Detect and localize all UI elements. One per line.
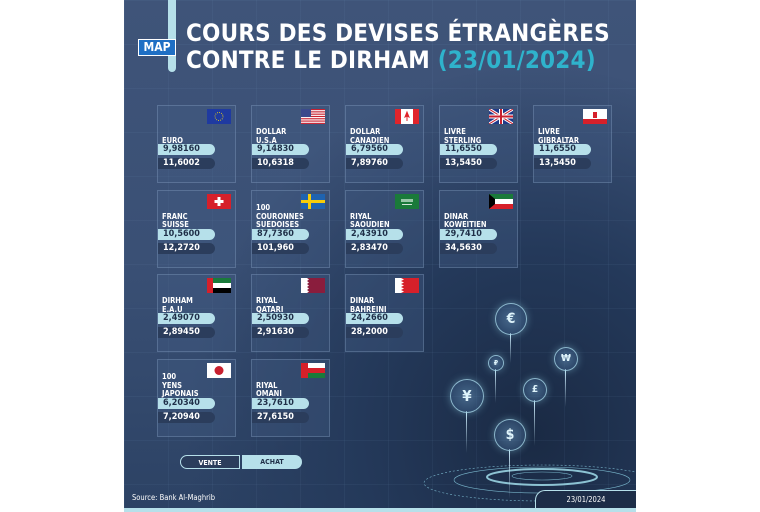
legend: VENTE ACHAT (180, 455, 302, 469)
flag-us-icon (301, 109, 325, 124)
achat-value: 10,6318 (252, 158, 309, 169)
legend-achat: ACHAT (242, 455, 302, 469)
currency-name: 100 COURONNES SUEDOISES (256, 203, 304, 229)
vente-value: 10,5600 (158, 228, 215, 240)
currency-card: EURO 9,98160 11,6002 (157, 105, 236, 183)
currency-name: EURO (162, 135, 184, 145)
currency-name: DOLLAR U.S.A (256, 127, 287, 145)
flag-gb-icon (489, 109, 513, 124)
currency-card: DOLLAR CANADIEN 6,79560 7,89760 (345, 105, 424, 183)
flag-eu-icon (207, 109, 231, 124)
currency-card: 100 COURONNES SUEDOISES 87,7360 101,960 (251, 189, 330, 268)
flag-gi-icon (583, 109, 607, 124)
background-grid (124, 0, 636, 512)
achat-value: 2,89450 (158, 327, 215, 338)
source-text: Source: Bank Al-Maghrib (132, 493, 216, 502)
currency-card: RIYAL SAOUDIEN 2,43910 2,83470 (345, 189, 424, 268)
currency-name: RIYAL QATARI (256, 296, 284, 314)
currency-name: DINAR KOWEITIEN (444, 211, 487, 229)
vente-value: 9,14830 (252, 144, 309, 155)
vente-value: 11,6550 (534, 144, 591, 155)
currency-card: DINAR KOWEITIEN 29,7410 34,5630 (439, 189, 518, 268)
currency-name: LIVRE GIBRALTAR (538, 127, 580, 145)
currency-card: 100 YENS JAPONAIS 6,20340 7,20940 (157, 358, 236, 437)
currency-decoration (423, 464, 636, 502)
euro-coin-icon: € (495, 303, 527, 335)
currency-card: RIYAL OMANI 23,7610 27,6150 (251, 358, 330, 437)
legend-vente: VENTE (180, 455, 240, 469)
ruble-coin-icon: ₽ (488, 355, 504, 371)
currency-card: DIRHAM E.A.U 2,49070 2,89450 (157, 274, 236, 352)
currency-name: LIVRE STERLING (444, 127, 482, 145)
achat-value: 2,91630 (252, 327, 309, 338)
currency-card: LIVRE GIBRALTAR 11,6550 13,5450 (533, 105, 612, 183)
coin-stem (495, 369, 496, 403)
achat-value: 101,960 (252, 242, 309, 254)
infographic: MAP COURS DES DEVISES ÉTRANGÈRES CONTRE … (124, 0, 636, 512)
achat-value: 7,20940 (158, 411, 215, 423)
vente-value: 24,2660 (346, 313, 403, 324)
pound-coin-icon: £ (523, 378, 547, 402)
achat-value: 28,2000 (346, 327, 403, 338)
achat-value: 2,83470 (346, 242, 403, 254)
vente-value: 6,79560 (346, 144, 403, 155)
coin-stem (466, 411, 467, 453)
vente-value: 29,7410 (440, 228, 497, 240)
currency-name: DINAR BAHREINI (350, 296, 387, 314)
title-line-2: CONTRE LE DIRHAM (186, 46, 430, 74)
won-coin-icon: ₩ (554, 347, 578, 371)
achat-value: 11,6002 (158, 158, 215, 169)
currency-name: DOLLAR CANADIEN (350, 127, 390, 145)
dollar-coin-icon: $ (494, 419, 526, 451)
currency-card: DOLLAR U.S.A 9,14830 10,6318 (251, 105, 330, 183)
vente-value: 2,43910 (346, 228, 403, 240)
title-date: (23/01/2024) (437, 46, 596, 74)
vente-value: 23,7610 (252, 397, 309, 409)
currency-card: RIYAL QATARI 2,50930 2,91630 (251, 274, 330, 352)
accent-bar (168, 0, 176, 72)
bottom-bar (124, 508, 636, 512)
flag-ae-icon (207, 278, 231, 293)
achat-value: 12,2720 (158, 242, 215, 254)
achat-value: 13,5450 (534, 158, 591, 169)
flag-kw-icon (489, 193, 513, 209)
currency-card: LIVRE STERLING 11,6550 13,5450 (439, 105, 518, 183)
footer-date: 23/01/2024 (535, 490, 636, 509)
flag-om-icon (301, 362, 325, 378)
achat-value: 34,5630 (440, 242, 497, 254)
coin-stem (509, 449, 510, 499)
title-line-1: COURS DES DEVISES ÉTRANGÈRES (186, 19, 610, 47)
flag-sa-icon (395, 193, 419, 209)
achat-value: 13,5450 (440, 158, 497, 169)
vente-value: 87,7360 (252, 228, 309, 240)
currency-card: FRANC SUISSE 10,5600 12,2720 (157, 189, 236, 268)
coin-stem (534, 400, 535, 446)
coin-stem (565, 369, 566, 407)
vente-value: 9,98160 (158, 144, 215, 155)
yen-coin-icon: ¥ (450, 379, 484, 413)
currency-card: DINAR BAHREINI 24,2660 28,2000 (345, 274, 424, 352)
vente-value: 11,6550 (440, 144, 497, 155)
vente-value: 6,20340 (158, 397, 215, 409)
platform-ring-core (511, 471, 573, 481)
flag-bh-icon (395, 278, 419, 293)
achat-value: 27,6150 (252, 411, 309, 423)
flag-jp-icon (207, 362, 231, 378)
currency-name: 100 YENS JAPONAIS (162, 372, 199, 398)
flag-qa-icon (301, 278, 325, 293)
flag-ca-icon (395, 109, 419, 124)
coin-stem (510, 333, 511, 363)
map-logo: MAP (138, 39, 176, 56)
currency-name: DIRHAM E.A.U (162, 296, 193, 314)
achat-value: 7,89760 (346, 158, 403, 169)
vente-value: 2,49070 (158, 313, 215, 324)
flag-se-icon (301, 193, 325, 209)
page-title: COURS DES DEVISES ÉTRANGÈRES CONTRE LE D… (186, 20, 610, 74)
currency-name: RIYAL SAOUDIEN (350, 211, 390, 229)
flag-ch-icon (207, 193, 231, 209)
vente-value: 2,50930 (252, 313, 309, 324)
currency-name: FRANC SUISSE (162, 211, 189, 229)
currency-name: RIYAL OMANI (256, 380, 282, 398)
platform-ring-inner (486, 468, 598, 486)
